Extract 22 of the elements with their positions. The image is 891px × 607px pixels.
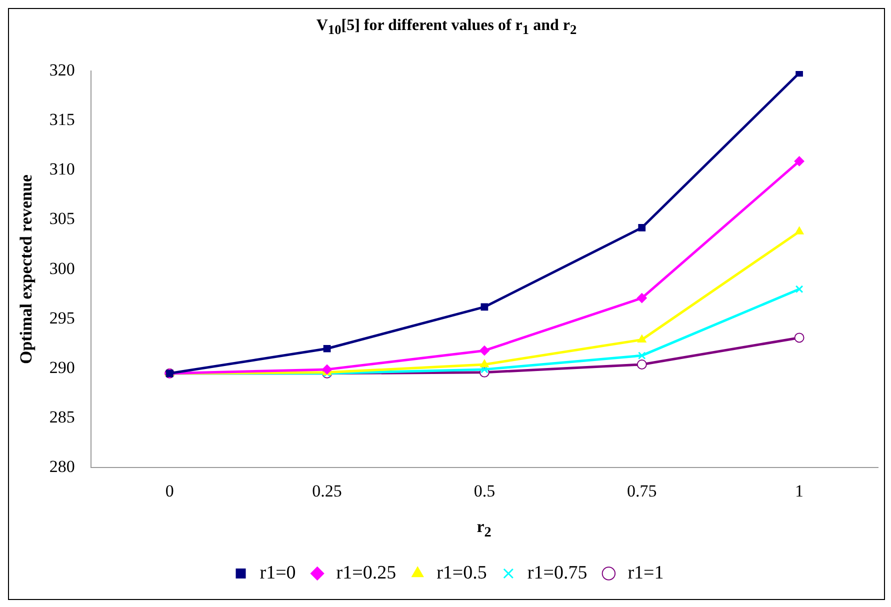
y-tick-label: 305 bbox=[49, 209, 75, 228]
x-tick-label: 0 bbox=[165, 481, 174, 500]
y-tick-label: 280 bbox=[49, 457, 75, 476]
legend-label: r1=0.25 bbox=[336, 562, 396, 584]
legend-label: r1=0 bbox=[260, 562, 296, 584]
y-tick-label: 320 bbox=[49, 60, 75, 80]
y-tick-label: 300 bbox=[49, 258, 75, 278]
x-tick-label: 1 bbox=[795, 481, 804, 500]
x-axis-title: r$_{2}$ bbox=[476, 517, 492, 542]
chart-title: V$_{10}$[5] for different values of r$_{1}$ and r$_{2}$ bbox=[315, 17, 578, 38]
y-tick-label: 285 bbox=[49, 407, 75, 426]
y-tick-label: 290 bbox=[49, 358, 75, 377]
y-tick-label: 295 bbox=[49, 308, 75, 328]
x-tick-label: 0.25 bbox=[312, 481, 342, 500]
y-tick-label: 310 bbox=[49, 160, 75, 179]
y-axis-title: Optimal expected revenue bbox=[16, 174, 36, 364]
y-tick-label: 315 bbox=[49, 110, 75, 130]
legend-label: r1=0.5 bbox=[436, 562, 487, 584]
x-tick-label: 0.75 bbox=[626, 481, 657, 500]
x-tick-label: 0.5 bbox=[474, 481, 496, 500]
legend-label: r1=0.75 bbox=[527, 562, 588, 584]
legend-label: r1=1 bbox=[628, 562, 664, 584]
